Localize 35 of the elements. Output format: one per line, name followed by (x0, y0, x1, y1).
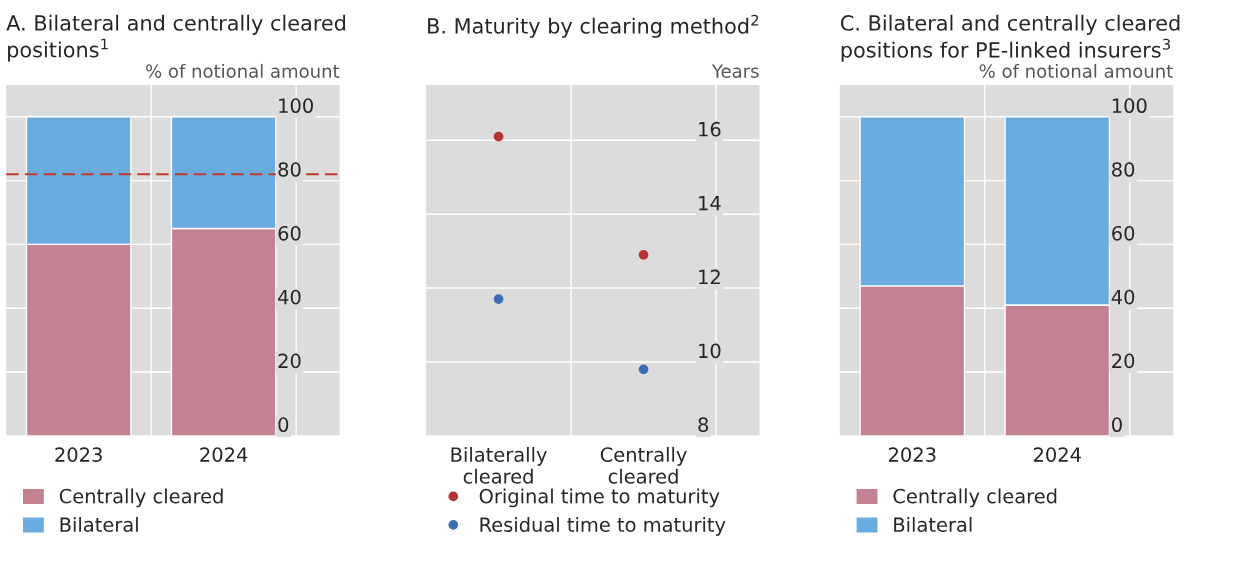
legend-label: Bilateral (894, 516, 972, 532)
legend-label: Residual time to maturity (480, 516, 726, 536)
y-tick-label: 14 (699, 195, 721, 211)
y-tick-label: 80 (278, 162, 301, 177)
y-tick-label: 40 (1111, 289, 1135, 305)
y-axis-title: % of notional amount (979, 63, 1173, 78)
y-tick-label: 0 (1112, 417, 1122, 433)
y-tick-label: 10 (699, 343, 721, 359)
y-tick-label: 100 (1112, 98, 1147, 114)
y-tick-label: 0 (278, 417, 289, 433)
x-tick-label: 2023 (55, 447, 102, 462)
x-tick-label: 2024 (200, 447, 248, 462)
chart-title: A. Bilateral and centrally cleared positions$^{1}$ (6, 14, 346, 62)
y-tick-label: 60 (1112, 225, 1135, 241)
y-tick-label: 60 (278, 225, 301, 241)
y-tick-label: 40 (278, 289, 301, 305)
chart-title: C. Bilateral and centrally cleared positions for PE-linked insurers$^{3}$ (840, 14, 1180, 62)
legend-label: Bilateral (60, 516, 138, 532)
y-axis-title: % of notional amount (146, 63, 340, 78)
legend-label: Centrally cleared (893, 488, 1057, 508)
y-tick-label: 12 (699, 269, 720, 285)
y-tick-label: 80 (1112, 162, 1135, 177)
y-tick-label: 100 (279, 98, 313, 114)
y-tick-label: 8 (698, 417, 709, 433)
chart-title: B. Maturity by clearing method$^{2}$ (428, 14, 759, 38)
y-tick-label: 20 (278, 353, 301, 369)
x-tick-label: 2023 (888, 447, 936, 462)
x-tick-label: Centrally cleared (600, 446, 687, 484)
y-axis-title: Years (711, 64, 759, 78)
y-tick-label: 20 (1112, 353, 1135, 369)
y-tick-label: 16 (699, 121, 721, 137)
legend-label: Centrally cleared (59, 488, 223, 508)
x-tick-label: Bilaterally cleared (451, 446, 547, 484)
x-tick-label: 2024 (1033, 447, 1081, 462)
legend-label: Original time to maturity (479, 488, 720, 508)
